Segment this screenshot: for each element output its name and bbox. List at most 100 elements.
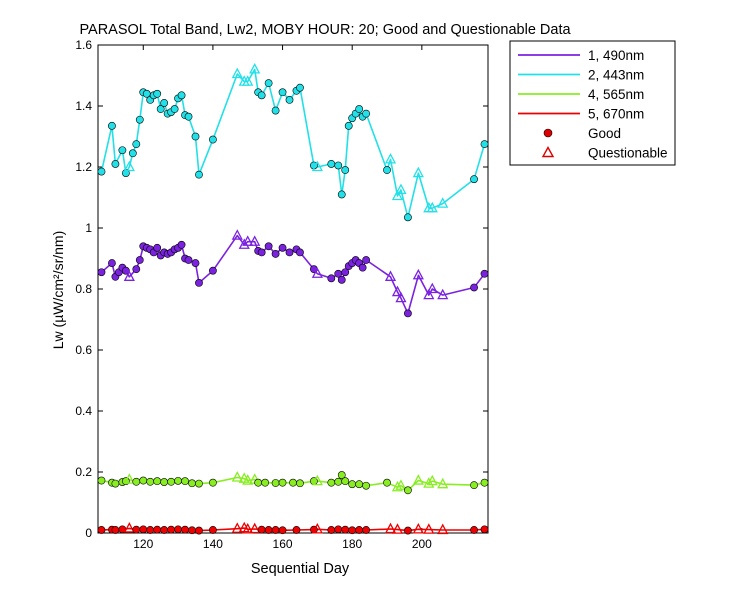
questionable-point [426, 201, 438, 213]
y-tick-label: 1.6 [75, 38, 92, 52]
good-point [160, 526, 169, 534]
questionable-point [423, 288, 435, 300]
good-point [118, 146, 127, 155]
questionable-point [231, 229, 243, 240]
good-point [362, 481, 371, 490]
good-point [292, 526, 301, 534]
questionable-point [412, 268, 424, 280]
good-point [470, 526, 478, 534]
good-point [111, 526, 120, 534]
y-tick-label: 0 [85, 526, 92, 540]
good-point [327, 274, 336, 283]
questionable-point [423, 477, 435, 488]
good-point [160, 478, 169, 486]
good-point [327, 478, 336, 487]
good-point [362, 526, 371, 534]
good-point [348, 480, 357, 489]
y-tick-label: 0.4 [75, 404, 92, 418]
good-point [195, 526, 203, 535]
good-point [337, 190, 346, 199]
good-point [111, 160, 120, 168]
good-point [348, 526, 357, 535]
questionable-point [242, 75, 254, 86]
good-point [132, 265, 141, 274]
y-tick-label: 0.2 [75, 465, 92, 479]
questionable-point [437, 288, 449, 300]
legend-circle-marker [543, 128, 553, 138]
good-point [278, 526, 287, 535]
legend-label: 1, 490nm [588, 48, 644, 63]
good-point [254, 478, 263, 487]
y-axis-label: Lw (µW/cm²/sr/nm) [50, 231, 66, 350]
good-point [341, 268, 350, 277]
legend-label: 2, 443nm [588, 68, 644, 83]
x-axis-label: Sequential Day [251, 561, 350, 577]
good-point [170, 105, 179, 113]
good-point [264, 526, 273, 534]
good-point [278, 243, 287, 252]
questionable-point [231, 471, 243, 482]
good-point [327, 526, 336, 534]
questionable-point [423, 523, 435, 534]
legend-box [509, 40, 676, 166]
good-point [271, 526, 280, 534]
good-point [383, 478, 391, 487]
good-point [341, 166, 350, 174]
good-point [177, 240, 186, 249]
good-point [257, 248, 266, 257]
good-point [355, 105, 364, 113]
good-point [108, 121, 116, 130]
legend-label: Questionable [588, 146, 668, 161]
good-point [271, 250, 280, 258]
good-point [404, 486, 412, 495]
good-point [97, 268, 106, 277]
good-point [278, 88, 287, 97]
good-point [139, 476, 148, 485]
good-point [135, 256, 144, 264]
good-point [132, 525, 141, 534]
legend-label: Good [588, 126, 621, 141]
questionable-point [391, 285, 404, 297]
good-point [470, 283, 478, 292]
questionable-point [437, 477, 449, 489]
good-point [337, 275, 346, 284]
questionable-point [249, 235, 261, 246]
questionable-point [412, 166, 424, 178]
questionable-point [395, 291, 407, 303]
good-point [327, 160, 336, 168]
good-point [264, 79, 273, 88]
good-point [271, 106, 280, 115]
questionable-point [384, 270, 397, 281]
good-point [296, 479, 304, 488]
good-point [355, 526, 364, 534]
good-point [184, 112, 193, 121]
good-point [341, 525, 350, 534]
good-point [296, 248, 304, 257]
good-point [195, 170, 203, 179]
good-point [132, 140, 141, 149]
legend-label: 5, 670nm [588, 107, 644, 122]
good-point [358, 263, 367, 272]
questionable-point [242, 235, 254, 246]
good-point [111, 479, 120, 488]
x-tick-label: 120 [133, 537, 153, 551]
good-point [257, 525, 266, 534]
good-point [334, 525, 343, 534]
good-point [188, 526, 196, 535]
questionable-point [231, 522, 243, 533]
good-point [195, 479, 203, 488]
questionable-point [412, 522, 424, 534]
questionable-point [412, 474, 424, 485]
good-point [470, 175, 478, 184]
good-point [261, 478, 270, 487]
good-point [181, 525, 189, 534]
good-point [285, 248, 294, 257]
questionable-point [426, 282, 438, 294]
good-point [404, 526, 412, 535]
good-point [191, 259, 200, 267]
x-tick-label: 180 [342, 537, 362, 551]
good-point [128, 149, 137, 158]
questionable-point [311, 267, 323, 278]
questionable-point [311, 160, 323, 172]
questionable-point [311, 522, 323, 534]
